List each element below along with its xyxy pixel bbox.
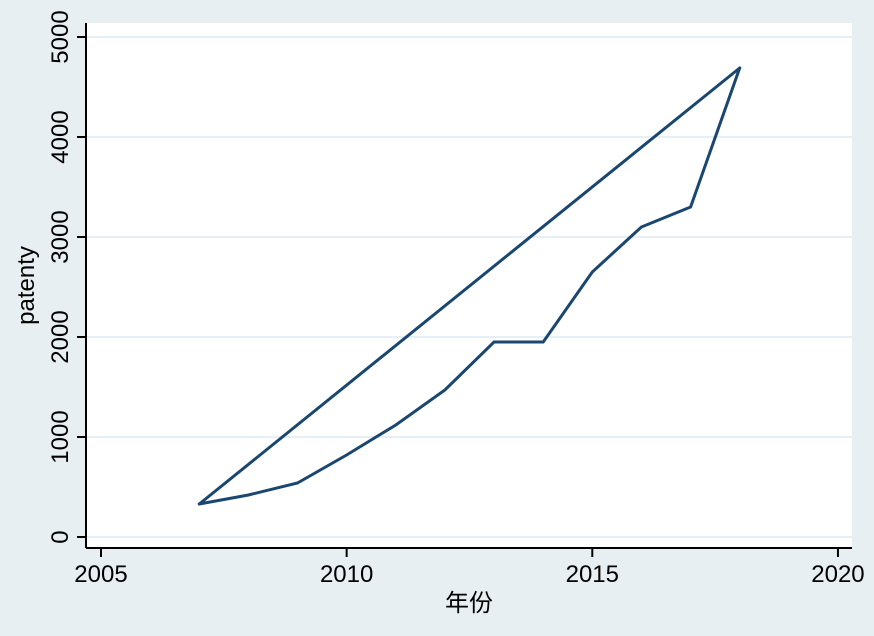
x-tick-label-2005: 2005 — [74, 561, 127, 588]
y-tick-label-0: 0 — [47, 530, 74, 543]
x-axis-title: 年份 — [445, 590, 493, 617]
x-tick-label-2020: 2020 — [811, 561, 864, 588]
y-tick-label-1000: 1000 — [47, 410, 74, 463]
y-axis-title: patenty — [13, 246, 40, 325]
y-tick-label-5000: 5000 — [47, 10, 74, 63]
y-tick-label-4000: 4000 — [47, 110, 74, 163]
x-tick-label-2010: 2010 — [320, 561, 373, 588]
y-tick-label-3000: 3000 — [47, 210, 74, 263]
series-patenty-yearly — [197, 66, 742, 506]
x-tick-label-2015: 2015 — [566, 561, 619, 588]
series-return-segment — [197, 66, 742, 506]
y-tick-label-2000: 2000 — [47, 310, 74, 363]
